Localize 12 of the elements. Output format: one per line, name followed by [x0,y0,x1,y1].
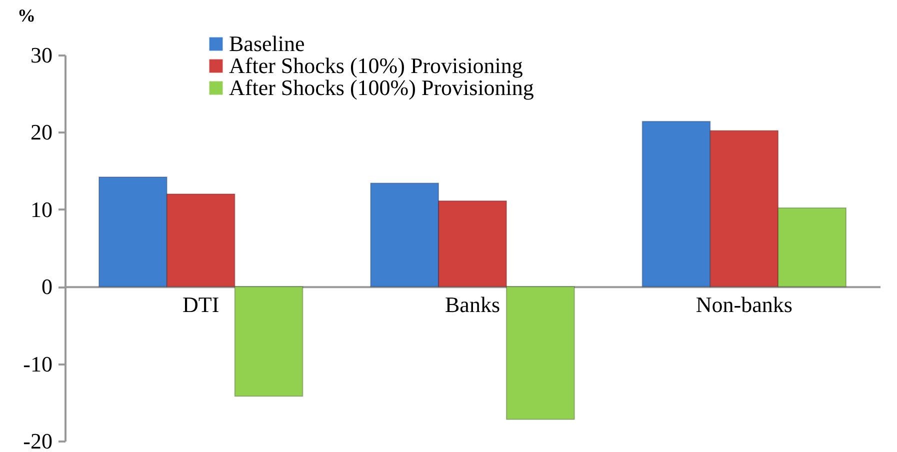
legend-label: Baseline [229,31,305,56]
y-tick-label: 20 [30,120,52,145]
x-tick-label: Non-banks [696,292,792,318]
y-tick-label: -10 [23,351,52,376]
y-tick-label: -20 [23,428,52,452]
y-tick-label: 30 [30,42,52,68]
x-tick-label: Banks [445,292,500,318]
legend-label: After Shocks (10%) Provisioning [229,53,523,78]
x-tick-label: DTI [182,292,220,318]
y-tick-label: 0 [42,274,52,300]
y-tick-label: 10 [30,196,52,222]
y-axis-title: % [18,6,36,26]
